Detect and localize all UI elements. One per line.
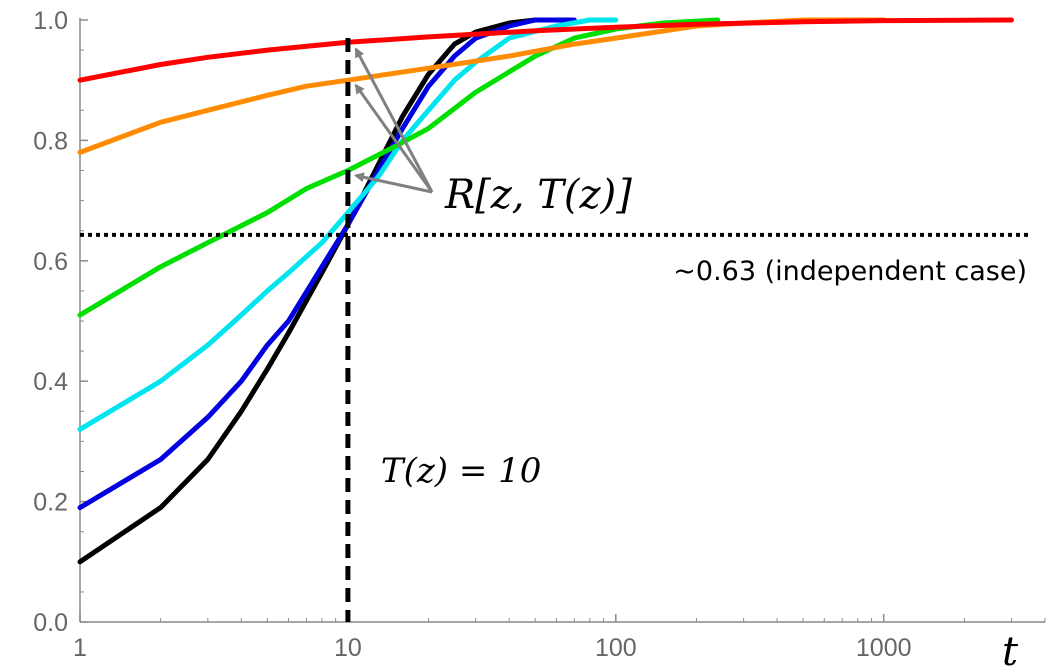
- annotation-arrow-3: [353, 172, 433, 194]
- annotation-arrow-2: [354, 83, 434, 193]
- x-ticks: 1 10 100 1000: [73, 614, 1046, 662]
- axes: 1 10 100 1000 0.0 0.2 0.4 0.6 0.8 1.0: [33, 7, 1046, 662]
- x-tick-label: 1000: [856, 634, 912, 662]
- vertical-reference-label: T(z) = 10: [381, 451, 541, 491]
- y-tick-label: 0.2: [33, 489, 68, 517]
- y-tick-label: 0.6: [33, 248, 68, 276]
- y-ticks: 0.0 0.2 0.4 0.6 0.8 1.0: [33, 7, 88, 637]
- annotation-arrow-1: [354, 47, 434, 193]
- x-axis-label: t: [1002, 629, 1019, 669]
- y-tick-label: 1.0: [33, 7, 68, 35]
- series-line-3: [77, 17, 619, 432]
- annotation-layer: R[z, T(z)]: [353, 47, 632, 218]
- y-tick-label: 0.4: [33, 368, 68, 396]
- y-tick-label: 0.8: [33, 127, 68, 155]
- horizontal-reference-label: ~0.63 (independent case): [673, 256, 1027, 287]
- series-line-4: [77, 17, 721, 318]
- y-tick-label: 0.0: [33, 609, 68, 637]
- annotation-label: R[z, T(z)]: [444, 172, 632, 218]
- x-tick-label: 100: [595, 634, 637, 662]
- x-tick-label: 10: [334, 634, 362, 662]
- series-line-6: [77, 17, 1014, 83]
- reference-layer: ~0.63 (independent case) T(z) = 10: [80, 38, 1028, 622]
- x-tick-label: 1: [73, 634, 87, 662]
- series-layer: [77, 17, 1014, 565]
